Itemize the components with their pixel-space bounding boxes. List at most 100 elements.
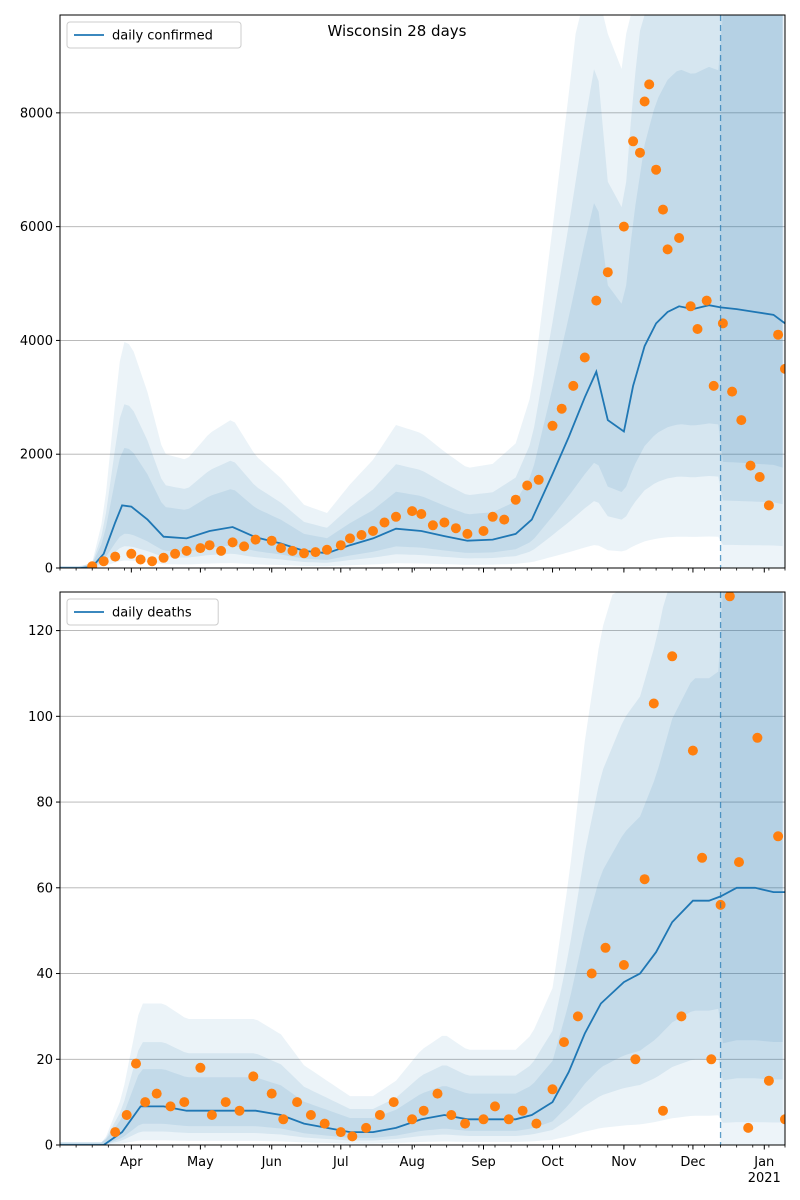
observed-point <box>600 942 611 953</box>
legend-label: daily confirmed <box>112 29 213 44</box>
y-tick-label: 120 <box>28 624 53 639</box>
observed-point <box>687 745 698 756</box>
observed-point <box>135 554 146 565</box>
observed-point <box>310 547 321 558</box>
observed-point <box>724 592 735 602</box>
observed-point <box>628 136 639 147</box>
observed-point <box>407 1114 418 1125</box>
observed-point <box>651 164 662 175</box>
observed-point <box>195 1062 206 1073</box>
observed-point <box>248 1071 259 1082</box>
observed-point <box>490 1101 500 1112</box>
x-tick-label: Jun <box>261 1155 282 1170</box>
observed-point <box>676 1011 687 1022</box>
observed-point <box>752 732 763 743</box>
observed-point <box>727 386 738 397</box>
x-tick-label: Oct <box>541 1155 563 1170</box>
observed-point <box>754 472 765 482</box>
observed-point <box>206 1110 217 1120</box>
observed-point <box>734 857 744 868</box>
legend-box <box>66 598 219 626</box>
observed-point <box>462 528 473 539</box>
observed-point <box>110 1127 121 1138</box>
observed-point <box>322 544 332 555</box>
observed-point <box>319 1118 330 1129</box>
observed-point <box>773 831 784 842</box>
observed-point <box>602 267 613 278</box>
observed-point <box>618 960 629 970</box>
uncertainty-band <box>60 15 783 568</box>
deaths-chart: 0 20 40 60 80 100 120 Apr May Jun Jul Aug Sep Oct Nov D… <box>28 591 786 1186</box>
observed-point <box>292 1097 303 1108</box>
observed-point <box>368 526 378 536</box>
observed-point <box>374 1110 385 1120</box>
y-tick-label: 8000 <box>20 106 53 121</box>
x-tick-label: Jul <box>332 1155 349 1170</box>
forecast-region <box>720 592 785 1145</box>
observed-point <box>568 380 579 391</box>
observed-point <box>674 233 685 243</box>
observed-point <box>780 363 785 374</box>
observed-point <box>478 526 489 536</box>
observed-point <box>635 147 645 158</box>
observed-point <box>181 545 192 556</box>
observed-point <box>335 540 346 551</box>
observed-point <box>478 1114 489 1125</box>
y-tick-label: 2000 <box>20 448 53 463</box>
observed-point <box>347 1131 358 1142</box>
x-tick-label: Jan <box>753 1155 774 1170</box>
observed-point <box>701 295 712 306</box>
y-tick-label: 6000 <box>20 220 53 235</box>
observed-point <box>158 552 169 563</box>
observed-point <box>195 543 206 554</box>
y-tick-label: 20 <box>36 1053 53 1068</box>
observed-point <box>379 517 390 528</box>
observed-point <box>356 530 367 540</box>
observed-point <box>697 852 708 863</box>
observed-point <box>685 301 696 312</box>
legend: daily deaths <box>66 598 219 626</box>
observed-point <box>126 548 137 559</box>
observed-point <box>335 1127 346 1138</box>
uncertainty-band <box>60 592 783 1145</box>
x-tick-label: Aug <box>399 1155 424 1170</box>
observed-point <box>522 480 533 491</box>
observed-point <box>503 1114 514 1125</box>
observed-point <box>110 551 121 562</box>
legend-label: daily deaths <box>112 606 192 621</box>
x-tick-label: Apr <box>120 1155 143 1170</box>
observed-point <box>499 514 510 525</box>
observed-point <box>763 500 774 511</box>
observed-point <box>780 1114 785 1125</box>
observed-point <box>121 1110 132 1120</box>
forecast-region <box>720 15 785 568</box>
observed-point <box>717 318 728 329</box>
y-tick-label: 40 <box>36 967 53 982</box>
observed-point <box>667 651 678 662</box>
observed-point <box>559 1037 569 1048</box>
observed-point <box>140 1097 151 1108</box>
observed-point <box>170 548 181 559</box>
confirmed-chart: 0 2000 4000 6000 8000 daily confirmed <box>20 14 786 577</box>
y-tick-label: 4000 <box>20 334 53 349</box>
observed-point <box>299 548 309 559</box>
observed-point <box>227 537 238 548</box>
observed-point <box>427 520 438 531</box>
observed-point <box>416 509 427 519</box>
observed-point <box>450 523 461 534</box>
observed-point <box>239 541 250 552</box>
observed-point <box>510 494 521 505</box>
observed-point <box>736 415 747 426</box>
observed-point <box>98 556 109 567</box>
observed-point <box>743 1122 754 1133</box>
observed-point <box>345 533 355 544</box>
observed-point <box>216 545 227 556</box>
y-tick-label: 80 <box>36 796 53 811</box>
observed-point <box>648 698 659 709</box>
x-tick-label: Dec <box>680 1155 705 1170</box>
observed-point <box>763 1075 774 1086</box>
uncertainty-band <box>60 15 783 568</box>
observed-point <box>151 1088 162 1099</box>
observed-point <box>639 96 650 107</box>
